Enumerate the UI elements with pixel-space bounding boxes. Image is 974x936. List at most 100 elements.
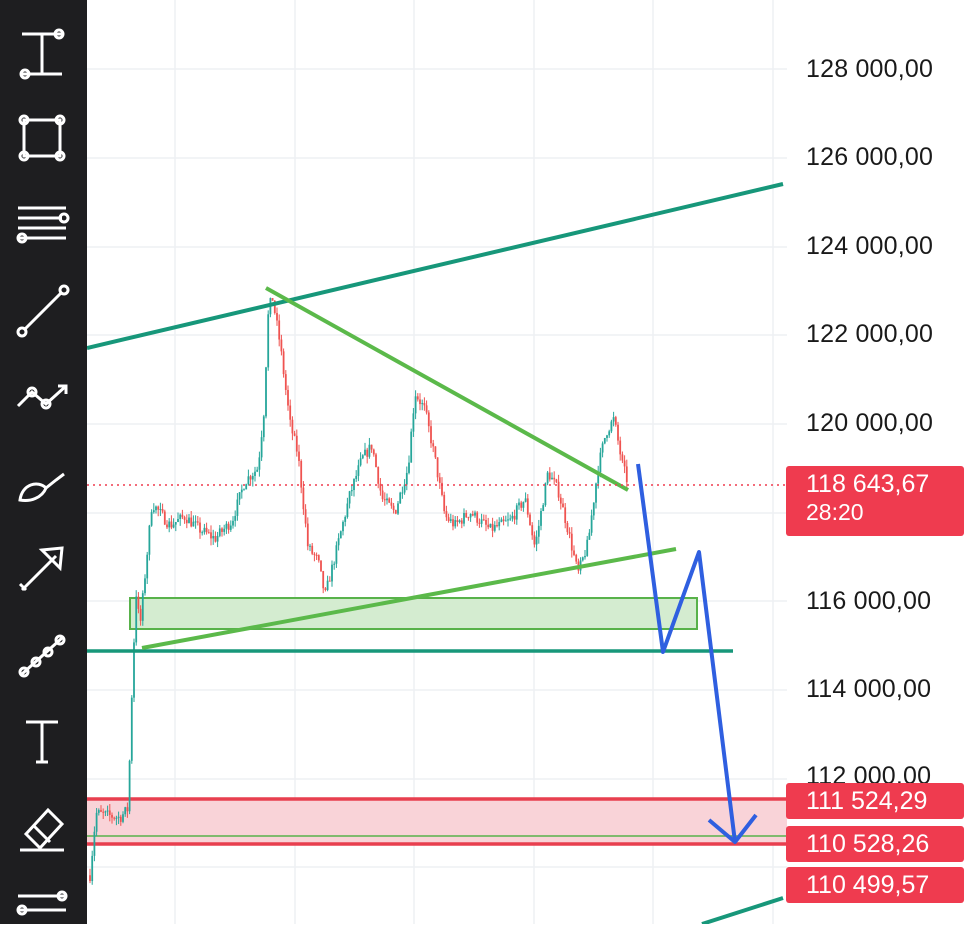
candle-body [128, 760, 131, 812]
candle-body [284, 374, 287, 390]
candle-body [445, 511, 448, 518]
candle-body [243, 489, 245, 491]
candle-body [504, 520, 507, 522]
price-chart[interactable] [86, 0, 974, 926]
path-tool[interactable] [10, 622, 74, 686]
text-tool[interactable] [10, 708, 74, 772]
vertical-measure-tool[interactable] [10, 20, 74, 84]
axis-label-128000: 128 000,00 [806, 55, 934, 83]
candle-body [227, 523, 230, 530]
candle-body [570, 533, 573, 551]
candle-body [469, 513, 472, 518]
candle-body [183, 517, 186, 520]
candle-body [544, 483, 547, 506]
candle-countdown: 28:20 [806, 499, 864, 525]
candle-body [524, 498, 527, 502]
candle-body [540, 510, 542, 526]
candle-body [126, 807, 129, 812]
candle-body [619, 440, 622, 455]
candle-body [174, 521, 177, 525]
candle-body [533, 535, 536, 545]
lines-settings-tool[interactable] [10, 872, 74, 936]
candle-body [322, 571, 325, 589]
candle-body [557, 481, 560, 498]
candle-body [348, 491, 351, 504]
candle-body [311, 545, 314, 554]
candle-body [491, 523, 494, 531]
candle-body [383, 499, 386, 501]
candle-body [588, 532, 591, 540]
eraser-tool[interactable] [10, 794, 74, 858]
candle-body [148, 525, 151, 555]
candle-body [432, 443, 435, 447]
candle-body [518, 502, 520, 506]
candle-body [542, 505, 545, 511]
channel-line-lower [701, 896, 784, 926]
candle-body [434, 446, 437, 458]
candle-body [482, 519, 485, 521]
axis-label-120000: 120 000,00 [806, 409, 934, 437]
candle-body [95, 812, 98, 832]
candle-body [335, 545, 338, 564]
candle-body [267, 314, 270, 368]
candle-body [216, 535, 219, 542]
brush-tool[interactable] [10, 450, 74, 514]
candle-body [188, 517, 190, 524]
candle-body [513, 515, 516, 520]
candle-body [97, 810, 100, 813]
candle-body [419, 399, 421, 405]
candle-body [115, 817, 118, 819]
text-icon [26, 720, 58, 764]
candle-body [157, 506, 160, 510]
candle-body [300, 460, 303, 488]
polyline-tool[interactable] [10, 364, 74, 428]
axis-label-114000: 114 000,00 [806, 675, 932, 703]
chart-canvas[interactable] [86, 0, 974, 926]
candle-body [245, 484, 248, 490]
candle-body [163, 511, 166, 525]
candle-body [390, 502, 393, 506]
candle-body [141, 593, 144, 621]
candle-body [568, 532, 571, 534]
candle-body [100, 810, 102, 812]
candle-body [350, 490, 353, 492]
horizontal-lines-icon [16, 206, 70, 244]
candle-body [172, 524, 175, 528]
candle-body [597, 472, 600, 484]
candle-body [489, 523, 492, 528]
candle-body [298, 451, 300, 461]
candle-body [592, 502, 595, 516]
horizontal-lines-tool[interactable] [10, 192, 74, 256]
candle-body [232, 520, 234, 526]
candle-body [276, 312, 278, 321]
candle-body [295, 435, 298, 452]
candle-body [205, 527, 208, 533]
trend-line-icon [16, 284, 70, 338]
candle-body [304, 509, 307, 524]
candle-body [262, 416, 265, 438]
path-icon [18, 634, 66, 678]
candle-body [375, 454, 377, 468]
candle-body [493, 525, 496, 531]
candle-body [192, 521, 195, 527]
candle-body [425, 405, 428, 413]
axis-label-126000: 126 000,00 [806, 143, 934, 171]
candle-body [135, 596, 138, 643]
candle-body [199, 522, 201, 533]
candle-body [485, 520, 487, 525]
candle-body [447, 517, 450, 521]
candle-body [260, 437, 263, 458]
candle-body [625, 466, 628, 483]
trend-line-tool[interactable] [10, 278, 74, 342]
candle-body [106, 810, 109, 812]
candle-body [331, 564, 333, 582]
candle-body [584, 555, 586, 558]
candle-body [229, 525, 232, 530]
rectangle-tool[interactable] [10, 106, 74, 170]
demand-zone-green [129, 597, 698, 630]
candle-body [603, 437, 606, 444]
candle-body [460, 520, 463, 524]
arrow-tool[interactable] [10, 536, 74, 600]
candle-body [133, 642, 135, 698]
candle-body [194, 521, 197, 523]
